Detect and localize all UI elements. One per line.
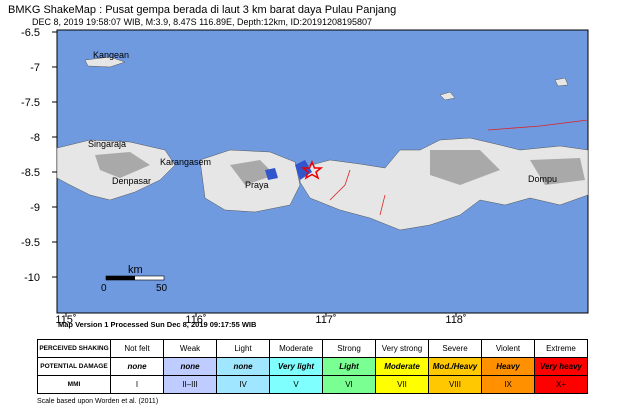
shaking-cell: Strong [322,339,376,358]
mmi-cell: VIII [428,375,482,394]
damage-cell: none [163,357,217,376]
damage-cell: Heavy [481,357,535,376]
mmi-cell: X+ [534,375,588,394]
faults [329,119,589,216]
scale-label: 50 [156,283,168,294]
mmi-cell: V [269,375,323,394]
damage-cell: Mod./Heavy [428,357,482,376]
shaking-cell: Not felt [110,339,164,358]
damage-cell: none [110,357,164,376]
shaking-cell: Weak [163,339,217,358]
shaking-cell: Violent [481,339,535,358]
map: Kangean Singaraja Karangasem Denpasar Pr… [56,29,589,314]
shaking-cell: Very strong [375,339,429,358]
place-label: Karangasem [160,157,211,167]
y-tick-label: -6.5 [21,27,40,39]
scale-segment [106,276,135,280]
place-label: Denpasar [112,176,151,186]
title: BMKG ShakeMap : Pusat gempa berada di la… [8,4,396,16]
x-tick-label: 116˚ [185,314,206,326]
damage-cell: none [216,357,270,376]
terrain [95,150,585,185]
damage-cell: Moderate [375,357,429,376]
intensity-patches [265,160,312,180]
row-header: MMI [37,375,111,394]
x-tick-label: 118˚ [445,314,466,326]
scale-unit: km [128,264,143,276]
y-tick-label: -9.5 [21,237,40,249]
x-tick-label: 117˚ [315,314,336,326]
place-label: Praya [245,180,269,190]
row-header: PERCEIVED SHAKING [37,339,111,358]
y-tick-label: -9 [30,202,40,214]
x-tick-label: 115˚ [55,314,76,326]
place-label: Singaraja [88,139,126,149]
y-tick-label: -10 [24,272,40,284]
mmi-cell: IX [481,375,535,394]
y-tick-label: -7.5 [21,97,40,109]
y-tick-label: -8 [30,132,40,144]
mmi-cell: I [110,375,164,394]
damage-cell: Light [322,357,376,376]
mmi-cell: IV [216,375,270,394]
subtitle: DEC 8, 2019 19:58:07 WIB, M:3.9, 8.47S 1… [32,17,372,27]
place-label: Kangean [93,50,129,60]
shaking-cell: Severe [428,339,482,358]
intensity-legend: PERCEIVED SHAKING Not felt Weak Light Modera… [37,339,588,394]
damage-cell: Very light [269,357,323,376]
legend-row: POTENTIAL DAMAGE none none none Very light Li… [37,357,588,376]
footer: Scale based upon Worden et al. (2011) [37,398,158,405]
mmi-cell: II–III [163,375,217,394]
shaking-cell: Light [216,339,270,358]
y-tick-label: -7 [30,62,40,74]
row-header: POTENTIAL DAMAGE [37,357,111,376]
shaking-cell: Moderate [269,339,323,358]
mmi-cell: VII [375,375,429,394]
legend-row: PERCEIVED SHAKING Not felt Weak Light Modera… [37,339,588,358]
scale-bar: km 0 50 [101,264,168,294]
legend-row: MMI I II–III IV V VI VII VIII IX X+ [37,375,588,394]
map-version: Map Version 1 Processed Sun Dec 8, 2019 … [58,320,257,329]
scale-label: 0 [101,283,107,294]
y-tick-label: -8.5 [21,167,40,179]
epicenter [300,160,324,180]
shaking-cell: Extreme [534,339,588,358]
damage-cell: Very heavy [534,357,588,376]
mmi-cell: VI [322,375,376,394]
place-label: Dompu [528,174,557,184]
